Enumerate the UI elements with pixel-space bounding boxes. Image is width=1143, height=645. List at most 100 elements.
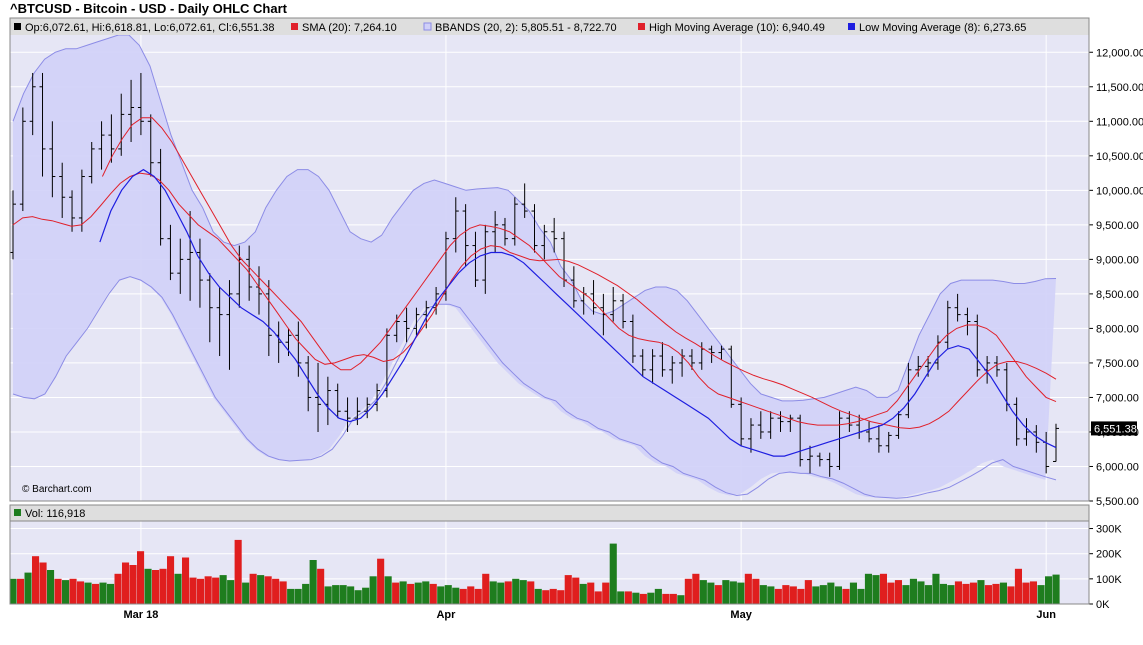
bollinger-band-area [13, 35, 1056, 499]
volume-bar [909, 578, 917, 604]
ohlc-bar [649, 349, 656, 384]
ohlc-bar [147, 114, 154, 177]
volume-bar [302, 583, 310, 604]
volume-bar [744, 573, 752, 604]
volume-bar [392, 582, 400, 604]
bollinger-lower-line [12, 276, 1057, 499]
barchart-credit: © Barchart.com [22, 484, 92, 495]
volume-legend-text: Vol: 116,918 [25, 508, 85, 520]
price-axis: 5,500.006,000.006,500.007,000.007,500.00… [9, 17, 1143, 508]
volume-bar [137, 551, 145, 604]
volume-bar [737, 582, 745, 604]
ohlc-bar [747, 418, 754, 453]
bbands-legend-swatch [423, 22, 432, 31]
ohlc-bar [629, 314, 636, 363]
ohlc-bar [364, 397, 371, 419]
volume-bar [564, 575, 572, 604]
volume-bar [677, 595, 685, 604]
volume-bar [827, 582, 835, 604]
volume-bar [789, 586, 797, 604]
volume-bar [407, 583, 415, 604]
sma-legend-swatch [291, 23, 298, 30]
ohlc-bar [334, 383, 341, 419]
volume-bar [992, 583, 1000, 604]
volume-bar [549, 588, 557, 604]
ohlc-bar [167, 224, 174, 281]
bbands-legend-text: BBANDS (20, 2): 5,805.51 - 8,722.70 [435, 22, 617, 34]
volume-bar [654, 588, 662, 604]
ohlc-bar [501, 217, 508, 246]
price-tick-label: 5,500.00 [1096, 496, 1139, 508]
volume-bar [602, 582, 610, 604]
volume-bar [272, 578, 280, 604]
ohlc-bar [344, 397, 351, 432]
ohlc-bar [196, 238, 203, 308]
volume-bar [849, 582, 857, 604]
sma-legend-text: SMA (20): 7,264.10 [302, 22, 397, 34]
ohlc-bar [718, 345, 725, 360]
volume-bar [624, 591, 632, 604]
ohlc-bar [492, 211, 499, 253]
volume-bar [662, 593, 670, 604]
high-ma-legend-swatch [638, 23, 645, 30]
ohlc-bar [1013, 397, 1020, 446]
price-tick-label: 8,000.00 [1096, 323, 1139, 335]
ohlc-bar [679, 349, 686, 377]
volume-bar [759, 585, 767, 604]
ohlc-bar [354, 397, 361, 426]
volume-bar [429, 583, 437, 604]
volume-bar [534, 588, 542, 604]
volume-bar [489, 581, 497, 604]
ohlc-bar [964, 307, 971, 336]
ohlc-legend-text: Op:6,072.61, Hi:6,618.81, Lo:6,072.61, C… [25, 22, 275, 34]
volume-bars [9, 539, 1060, 604]
last-price-box [1091, 421, 1137, 436]
volume-legend-swatch [14, 509, 21, 516]
ohlc-bar [993, 356, 1000, 377]
volume-bar [39, 562, 47, 604]
volume-bar [804, 580, 812, 604]
ohlc-bar [767, 411, 774, 439]
volume-bar [369, 576, 377, 604]
volume-bar [609, 543, 617, 604]
ohlc-bar [403, 307, 410, 343]
volume-bar [114, 573, 122, 604]
volume-bar [77, 581, 85, 604]
sma-20-line [12, 172, 1057, 430]
volume-bar [962, 583, 970, 604]
volume-bar [812, 586, 820, 604]
price-tick-label: 7,500.00 [1096, 358, 1139, 370]
volume-bar [857, 588, 865, 604]
volume-bar [84, 582, 92, 604]
last-price-label: 6,551.38 [1094, 423, 1137, 435]
volume-bar [1007, 586, 1015, 604]
volume-bar [287, 588, 295, 604]
volume-bar [92, 583, 100, 604]
ohlc-bar [413, 307, 420, 336]
ohlc-bar [551, 217, 558, 253]
volume-bar [129, 565, 137, 604]
volume-bar [204, 576, 212, 604]
volume-bar [842, 588, 850, 604]
volume-bar [144, 568, 152, 604]
volume-bar [234, 539, 242, 604]
ohlc-bar [1053, 423, 1059, 462]
volume-bar [9, 578, 17, 604]
ohlc-bar [797, 414, 804, 467]
volume-bar [767, 586, 775, 604]
ohlc-bar [738, 397, 745, 446]
ohlc-bar [137, 72, 144, 136]
volume-bar [797, 588, 805, 604]
price-tick-label: 8,500.00 [1096, 289, 1139, 301]
volume-bar [339, 585, 347, 604]
ohlc-bar [78, 169, 85, 232]
price-tick-label: 6,000.00 [1096, 461, 1139, 473]
ohlc-bar [826, 452, 833, 477]
volume-bar [24, 572, 32, 604]
volume-bar [189, 577, 197, 604]
price-tick-label: 9,000.00 [1096, 254, 1139, 266]
volume-bar [782, 585, 790, 604]
volume-bar [279, 581, 287, 604]
volume-bar [594, 591, 602, 604]
